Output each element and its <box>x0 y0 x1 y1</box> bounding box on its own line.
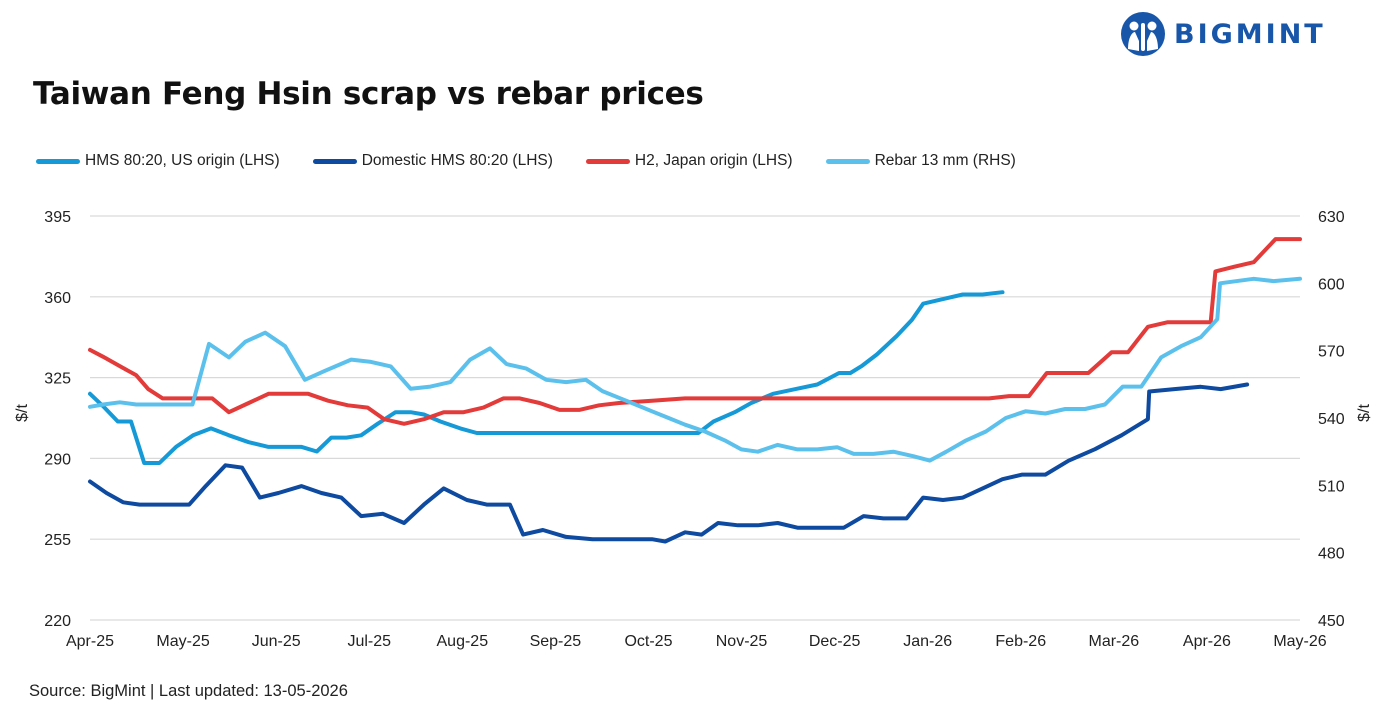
legend-item: H2, Japan origin (LHS) <box>585 152 793 170</box>
x-tick-label: May-26 <box>1273 633 1326 650</box>
legend-swatch <box>312 158 357 164</box>
right-axis-ticks: 450 480 510 540 570 600 630 <box>1318 209 1345 630</box>
x-tick-label: Oct-25 <box>624 633 672 650</box>
x-tick-label: Apr-26 <box>1183 633 1231 650</box>
source-note: Source: BigMint | Last updated: 13-05-20… <box>29 682 348 700</box>
gridlines <box>90 215 1300 621</box>
left-tick-label: 255 <box>44 532 71 549</box>
x-tick-label: Jan-26 <box>903 633 952 650</box>
left-tick-label: 290 <box>44 451 71 468</box>
right-tick-label: 570 <box>1318 344 1345 361</box>
x-tick-label: Nov-25 <box>716 633 768 650</box>
x-tick-label: Jul-25 <box>347 633 391 650</box>
left-axis-label: $/t <box>14 404 31 422</box>
left-tick-label: 395 <box>44 209 71 226</box>
right-tick-label: 480 <box>1318 546 1345 563</box>
legend-label: Domestic HMS 80:20 (LHS) <box>361 152 553 169</box>
x-tick-label: Apr-25 <box>66 633 114 650</box>
x-tick-label: May-25 <box>156 633 209 650</box>
left-axis-ticks: 220 255 290 325 360 395 <box>44 209 71 630</box>
legend-label: H2, Japan origin (LHS) <box>634 152 793 169</box>
series-line <box>88 382 1250 544</box>
bigmint-people-icon <box>1121 12 1165 56</box>
x-tick-label: Sep-25 <box>530 633 582 650</box>
legend-swatch <box>585 158 630 164</box>
legend: HMS 80:20, US origin (LHS) Domestic HMS 8… <box>36 152 1049 170</box>
x-tick-label: Feb-26 <box>995 633 1046 650</box>
left-tick-label: 325 <box>44 371 71 388</box>
legend-swatch <box>825 158 870 164</box>
brand-name: BIGMINT <box>1174 18 1326 50</box>
series-line <box>88 276 1302 463</box>
chart-title: Taiwan Feng Hsin scrap vs rebar prices <box>33 76 704 112</box>
legend-item: Rebar 13 mm (RHS) <box>825 152 1016 170</box>
right-tick-label: 630 <box>1318 209 1345 226</box>
x-tick-label: Aug-25 <box>437 633 489 650</box>
series-lines <box>88 237 1302 544</box>
x-tick-label: Jun-25 <box>252 633 301 650</box>
left-tick-label: 360 <box>44 290 71 307</box>
legend-label: Rebar 13 mm (RHS) <box>874 152 1016 169</box>
right-tick-label: 450 <box>1318 613 1345 630</box>
series-line <box>88 237 1302 426</box>
legend-swatch <box>36 158 80 164</box>
brand-logo: BIGMINT <box>1120 11 1326 57</box>
legend-label: HMS 80:20, US origin (LHS) <box>85 152 280 169</box>
legend-item: HMS 80:20, US origin (LHS) <box>36 152 280 170</box>
right-tick-label: 540 <box>1318 411 1345 428</box>
series-line <box>88 290 1005 465</box>
left-tick-label: 220 <box>44 613 71 630</box>
x-tick-label: Mar-26 <box>1089 633 1140 650</box>
right-tick-label: 510 <box>1318 478 1345 495</box>
legend-item: Domestic HMS 80:20 (LHS) <box>312 152 553 170</box>
right-axis-label: $/t <box>1356 404 1373 422</box>
right-tick-label: 600 <box>1318 276 1345 293</box>
x-tick-label: Dec-25 <box>809 633 861 650</box>
x-axis-ticks: Apr-25 May-25 Jun-25 Jul-25 Aug-25 Sep-25 Oct-… <box>66 633 1327 650</box>
